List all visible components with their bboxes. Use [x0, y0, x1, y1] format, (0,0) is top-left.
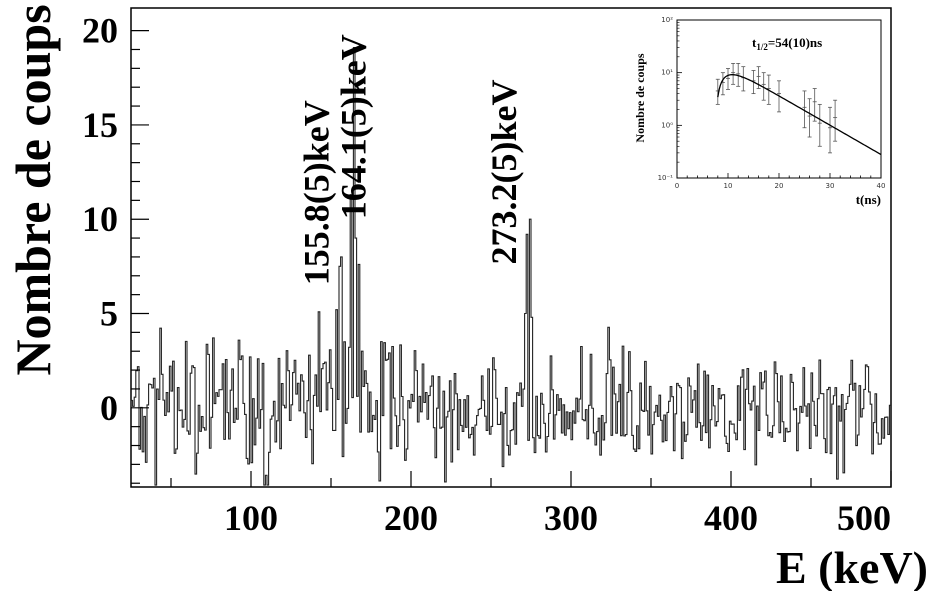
- main-y-tick-label: 5: [100, 294, 118, 334]
- main-y-tick-label: 10: [82, 199, 118, 239]
- inset-x-tick-label: 20: [775, 182, 784, 190]
- inset-halflife-annotation: t1/2=54(10)ns: [752, 35, 822, 52]
- inset-x-tick-label: 10: [724, 182, 733, 190]
- inset-annot-sub: 1/2: [756, 42, 768, 52]
- main-x-tick-label: 400: [704, 498, 758, 538]
- main-y-tick-label: 15: [82, 105, 118, 145]
- inset-annot-main: t: [752, 35, 757, 50]
- main-histogram-line: [130, 47, 891, 486]
- main-y-axis-label: Nombre de coups: [5, 4, 61, 375]
- main-plot-frame: [130, 7, 892, 488]
- main-x-tick-label: 200: [384, 498, 438, 538]
- main-x-tick-label: 100: [224, 498, 278, 538]
- main-peak-annotation: 155.8(5)keV: [296, 100, 336, 285]
- inset-y-tick-label: 10²: [661, 16, 673, 24]
- inset-y-tick-label: 10¹: [661, 69, 673, 77]
- main-peak-annotation: 273.2(5)keV: [484, 80, 524, 265]
- inset-axes: 0 10 20 30 40 10⁻¹ 10⁰ 10¹ 10²: [658, 16, 886, 190]
- inset-x-tick-label: 40: [877, 182, 886, 190]
- inset-x-tick-label: 0: [675, 182, 679, 190]
- inset-y-axis-label: Nombre de coups: [633, 53, 647, 142]
- inset-y-tick-label: 10⁻¹: [658, 174, 674, 182]
- main-x-tick-label: 500: [837, 498, 891, 538]
- inset-plot: 0 10 20 30 40 10⁻¹ 10⁰ 10¹ 10² Nombre de coups t…: [633, 16, 885, 207]
- inset-x-axis-label: t(ns): [856, 192, 881, 207]
- inset-y-tick-label: 10⁰: [661, 121, 673, 129]
- inset-annot-rest: =54(10)ns: [768, 35, 822, 50]
- inset-fit-curve: [717, 74, 882, 156]
- main-x-axis-label: E (keV): [776, 542, 928, 591]
- main-histogram: [130, 47, 891, 486]
- main-y-tick-label: 20: [82, 11, 118, 51]
- main-plot-border: [130, 7, 892, 488]
- main-y-tick-label: 0: [100, 388, 118, 428]
- main-peak-annotation: 164.1(5)keV: [334, 34, 374, 219]
- main-x-tick-label: 300: [544, 498, 598, 538]
- inset-x-tick-label: 30: [826, 182, 835, 190]
